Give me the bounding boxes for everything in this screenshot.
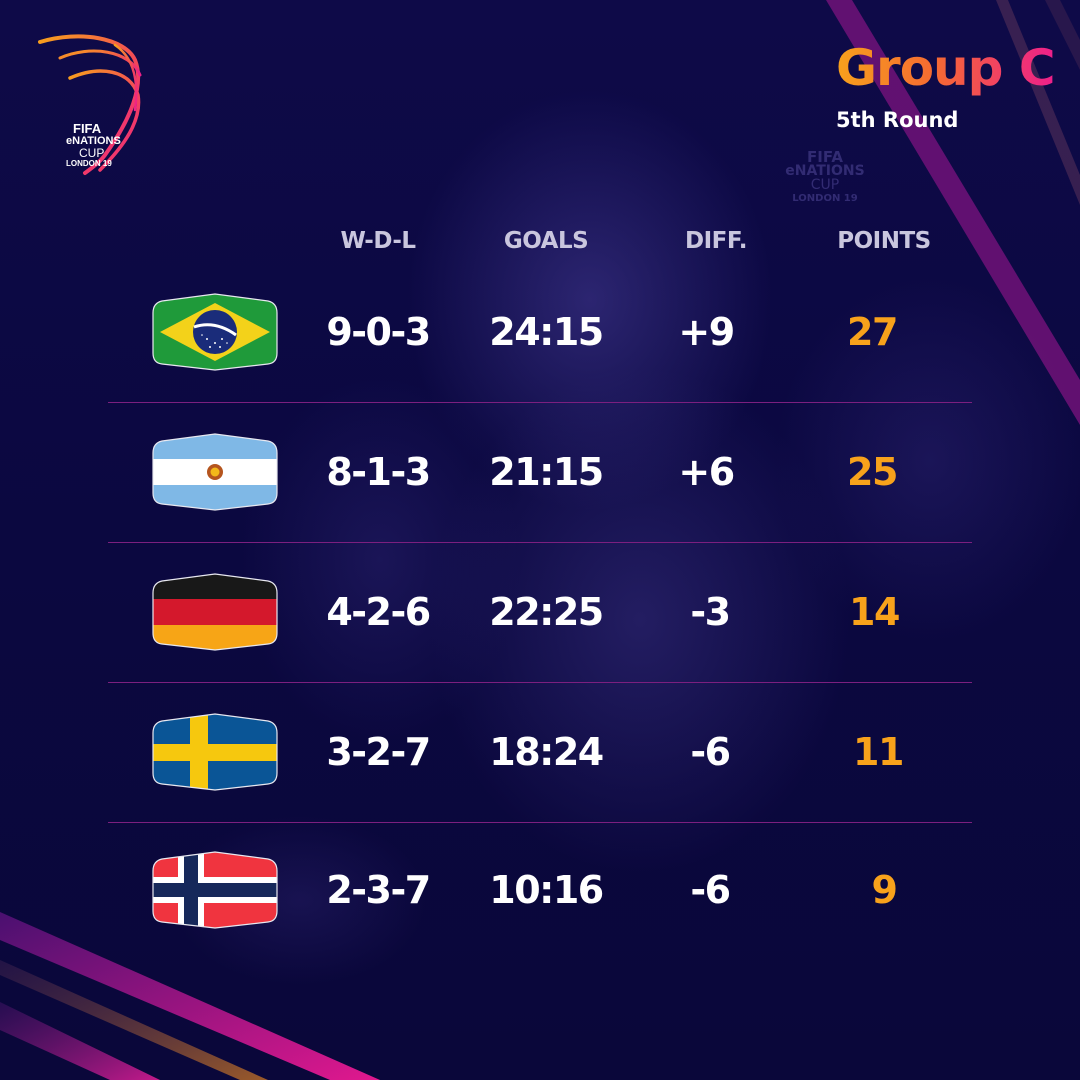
diff-value: +9 xyxy=(678,310,735,354)
argentina-flag-icon xyxy=(152,433,278,511)
norway-flag-icon xyxy=(152,851,278,929)
diff-value: -3 xyxy=(690,590,731,634)
goals-value: 18:24 xyxy=(489,730,604,774)
wdl-value: 3-2-7 xyxy=(326,730,431,774)
column-header-wdl: W-D-L xyxy=(340,228,416,254)
wdl-value: 8-1-3 xyxy=(326,450,431,494)
round-subtitle: 5th Round xyxy=(836,108,959,132)
table-row-germany: 4-2-6 22:25 -3 14 xyxy=(0,573,1080,713)
table-row-sweden: 3-2-7 18:24 -6 11 xyxy=(0,713,1080,853)
logo-text: FIFA eNATIONS CUP LONDON 19 xyxy=(66,121,121,168)
goals-value: 24:15 xyxy=(489,310,604,354)
germany-flag-icon xyxy=(152,573,278,651)
column-header-points: POINTS xyxy=(837,228,931,254)
group-title: Group C xyxy=(836,39,1056,97)
goals-value: 10:16 xyxy=(489,868,604,912)
points-value: 27 xyxy=(847,310,898,354)
brazil-flag-icon xyxy=(152,293,278,371)
column-header-diff: DIFF. xyxy=(685,228,747,254)
diff-value: +6 xyxy=(678,450,735,494)
diff-value: -6 xyxy=(690,730,731,774)
table-row-argentina: 8-1-3 21:15 +6 25 xyxy=(0,433,1080,573)
diff-value: -6 xyxy=(690,868,731,912)
row-divider xyxy=(108,402,972,403)
points-value: 11 xyxy=(853,730,904,774)
wdl-value: 4-2-6 xyxy=(326,590,431,634)
row-divider xyxy=(108,542,972,543)
background-watermark: FIFA eNATIONS CUP LONDON 19 xyxy=(785,148,865,205)
sweden-flag-icon xyxy=(152,713,278,791)
fifa-enations-cup-logo: FIFA eNATIONS CUP LONDON 19 xyxy=(30,30,170,180)
points-value: 25 xyxy=(847,450,898,494)
goals-value: 22:25 xyxy=(489,590,604,634)
points-value: 14 xyxy=(849,590,900,634)
row-divider xyxy=(108,822,972,823)
table-row-norway: 2-3-7 10:16 -6 9 xyxy=(0,851,1080,991)
table-row-brazil: 9-0-3 24:15 +9 27 xyxy=(0,293,1080,433)
wdl-value: 9-0-3 xyxy=(326,310,431,354)
row-divider xyxy=(108,682,972,683)
wdl-value: 2-3-7 xyxy=(326,868,431,912)
column-header-goals: GOALS xyxy=(503,228,589,254)
logo-swoosh-icon xyxy=(38,34,142,175)
goals-value: 21:15 xyxy=(489,450,604,494)
points-value: 9 xyxy=(871,868,898,912)
